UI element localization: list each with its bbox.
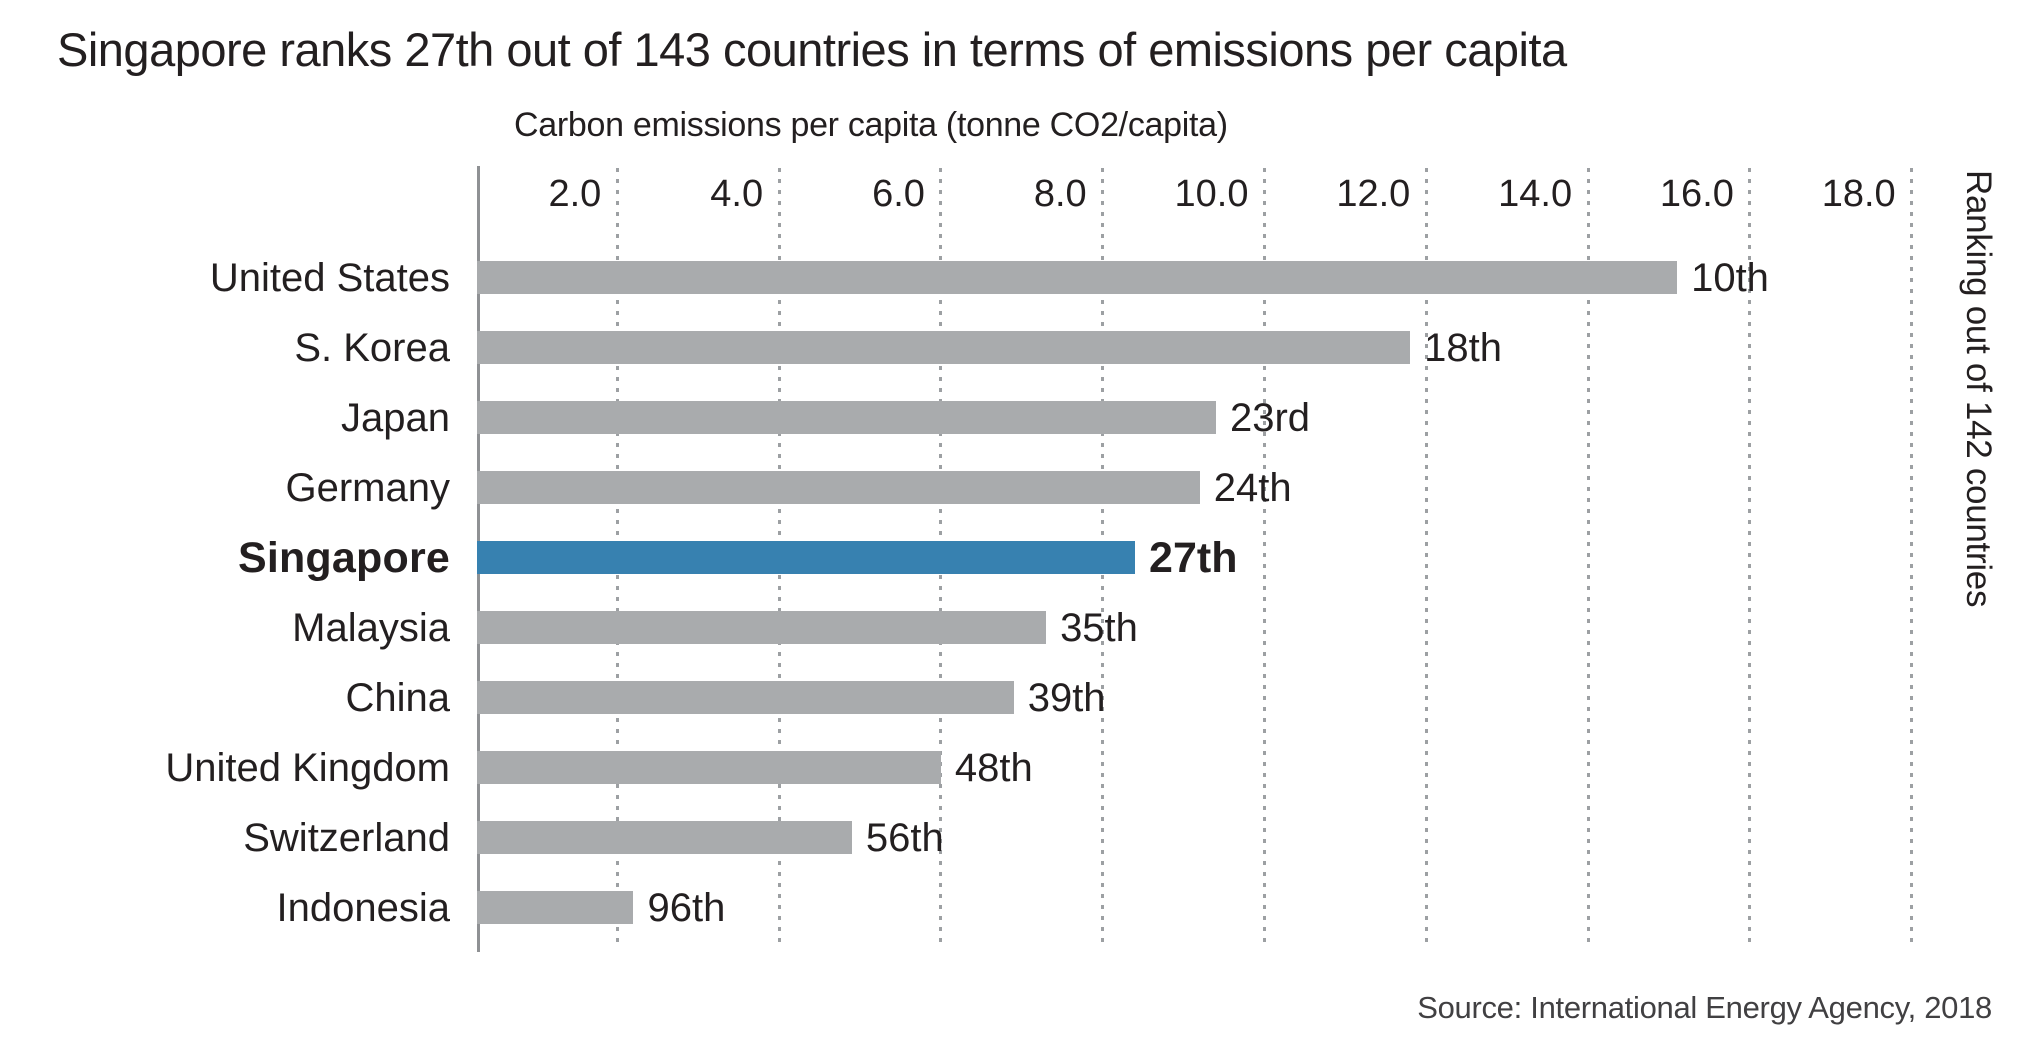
x-tick-label: 6.0 bbox=[872, 173, 925, 215]
rank-label: 56th bbox=[865, 816, 944, 860]
bar bbox=[477, 261, 1678, 294]
source-note: Source: International Energy Agency, 201… bbox=[1417, 990, 1992, 1025]
rank-label: 39th bbox=[1027, 676, 1106, 720]
gridline bbox=[1586, 168, 1590, 948]
country-label: China bbox=[345, 676, 450, 720]
country-label: Japan bbox=[341, 396, 450, 440]
bar bbox=[477, 471, 1200, 504]
bar bbox=[477, 751, 941, 784]
rank-label: 24th bbox=[1213, 466, 1292, 510]
x-tick-label: 12.0 bbox=[1336, 173, 1411, 215]
country-label: Malaysia bbox=[292, 606, 450, 650]
rank-label: 48th bbox=[954, 746, 1033, 790]
country-label: United States bbox=[209, 256, 450, 300]
x-tick-label: 16.0 bbox=[1659, 173, 1734, 215]
rank-label: 18th bbox=[1424, 326, 1502, 370]
x-tick-label: 2.0 bbox=[548, 173, 602, 215]
rank-label: 23rd bbox=[1229, 396, 1311, 440]
gridline bbox=[1748, 168, 1752, 948]
country-label: S. Korea bbox=[294, 326, 450, 370]
x-tick-label: 14.0 bbox=[1498, 173, 1573, 215]
x-tick-label: 4.0 bbox=[710, 173, 764, 215]
x-tick-label: 10.0 bbox=[1174, 173, 1249, 215]
bar bbox=[477, 681, 1014, 714]
rank-label: 27th bbox=[1149, 534, 1238, 582]
country-label: Germany bbox=[285, 466, 451, 510]
rank-label: 10th bbox=[1691, 256, 1769, 300]
rank-label: 35th bbox=[1060, 606, 1138, 650]
bar bbox=[477, 611, 1047, 644]
country-label: Indonesia bbox=[276, 886, 450, 930]
gridline bbox=[1263, 168, 1266, 948]
country-label-singapore: Singapore bbox=[237, 534, 450, 582]
bar bbox=[477, 821, 852, 854]
x-axis-title: Carbon emissions per capita (tonne CO2/c… bbox=[514, 106, 1228, 144]
bar bbox=[477, 331, 1411, 364]
right-axis-label: Ranking out of 142 countries bbox=[1959, 170, 1998, 608]
rank-label: 96th bbox=[647, 886, 726, 930]
chart-title: Singapore ranks 27th out of 143 countrie… bbox=[57, 23, 1567, 76]
x-tick-label: 8.0 bbox=[1033, 173, 1087, 215]
bar bbox=[477, 891, 634, 924]
bar bbox=[477, 401, 1216, 434]
x-tick-label: 18.0 bbox=[1821, 173, 1896, 215]
gridline bbox=[1910, 168, 1914, 948]
gridline bbox=[1424, 168, 1428, 948]
country-label: United Kingdom bbox=[165, 746, 450, 790]
country-label: Switzerland bbox=[243, 816, 450, 860]
bar-singapore bbox=[477, 541, 1136, 574]
